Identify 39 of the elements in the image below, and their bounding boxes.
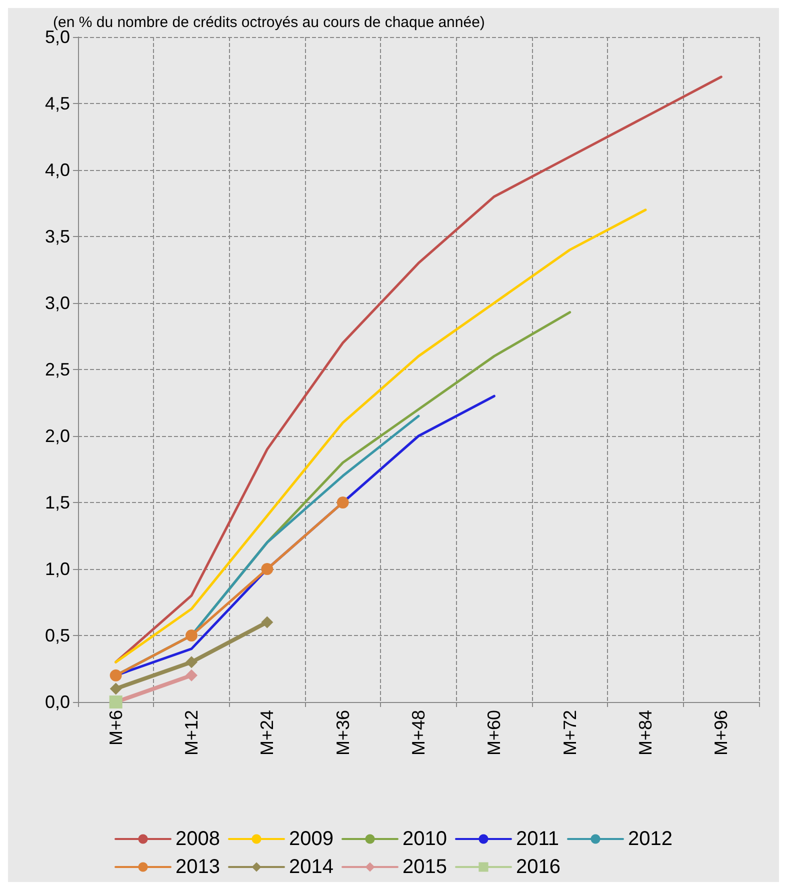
legend-label: 2014 — [289, 856, 334, 878]
line-series — [114, 208, 647, 664]
y-tick-label: 1,5 — [44, 492, 70, 512]
chart-title: (en % du nombre de crédits octroyés au cours de chaque année) — [53, 14, 485, 31]
x-tick-label: M+48 — [408, 710, 428, 756]
x-tick-label: M+12 — [182, 710, 202, 756]
legend-label: 2016 — [516, 856, 560, 878]
point — [261, 616, 274, 628]
y-tick-label: 2,0 — [44, 426, 70, 446]
line-series — [114, 76, 722, 664]
y-tick-label: 0,5 — [44, 626, 70, 646]
point — [110, 682, 122, 695]
x-tick-label: M+84 — [636, 710, 656, 756]
legend-label: 2015 — [402, 856, 447, 878]
legend-label: 2011 — [516, 828, 560, 850]
x-tick-label: M+24 — [257, 710, 278, 756]
y-tick-label: 1,0 — [44, 559, 70, 579]
legend-label: 2009 — [289, 828, 334, 850]
legend-label: 2010 — [402, 828, 447, 850]
x-tick-label: M+6 — [106, 710, 126, 746]
point — [336, 496, 349, 508]
point — [110, 669, 122, 682]
x-tick-label: M+60 — [484, 710, 504, 756]
y-tick-label: 4,0 — [44, 160, 70, 180]
y-tick-label: 4,5 — [44, 94, 70, 114]
x-tick-label: M+72 — [560, 710, 580, 756]
x-tick-label: M+36 — [332, 710, 353, 756]
point — [186, 630, 198, 642]
y-tick-label: 0,0 — [44, 692, 70, 712]
legend-label: 2012 — [628, 828, 672, 850]
legend-label: 2013 — [176, 856, 220, 878]
legend-label: 2008 — [176, 828, 220, 850]
point — [186, 669, 198, 682]
point — [186, 656, 198, 668]
y-tick-label: 3,0 — [44, 293, 70, 313]
x-tick-label: M+96 — [711, 710, 732, 756]
y-tick-label: 3,5 — [44, 226, 70, 246]
point — [261, 563, 274, 575]
y-tick-label: 2,5 — [44, 360, 70, 380]
